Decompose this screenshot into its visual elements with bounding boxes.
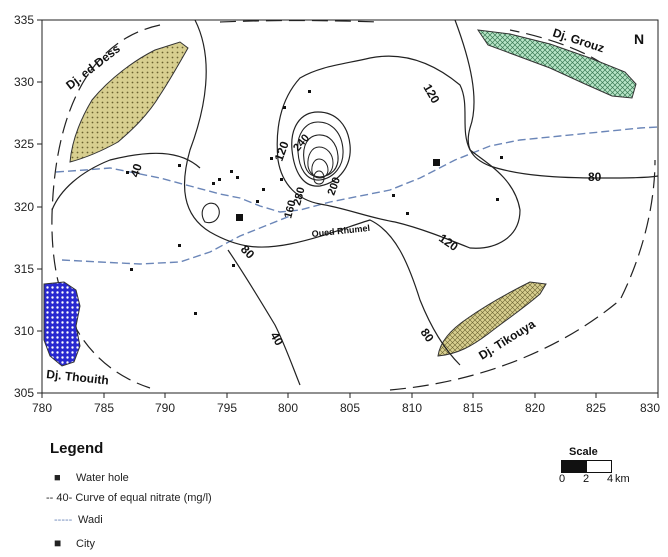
contour-small-loop xyxy=(201,202,220,224)
contour-label: 120 xyxy=(272,139,292,163)
contour-label: 40 xyxy=(267,330,286,349)
x-tick-label: 805 xyxy=(340,401,360,415)
dj-thouith-area xyxy=(43,281,81,367)
contour-label: 280 xyxy=(291,186,307,207)
y-tick-label: 315 xyxy=(14,262,34,276)
scale-title: Scale xyxy=(569,446,598,458)
contour-40-west xyxy=(51,152,201,211)
contour-label: 200 xyxy=(326,176,344,197)
contour-120-inner xyxy=(291,111,351,187)
legend-row-city: ■ City xyxy=(54,536,95,550)
y-tick-label: 320 xyxy=(14,200,34,214)
scale-label-4: 4 xyxy=(607,473,614,485)
x-tick-label: 810 xyxy=(402,401,422,415)
x-tick-label: 800 xyxy=(278,401,298,415)
legend-curve-symbol: -- 40- xyxy=(46,492,73,504)
contour-80-east xyxy=(454,19,659,179)
north-arrow: N xyxy=(634,31,644,47)
legend-row-wadi: ----- Wadi xyxy=(54,514,103,526)
contour-160 xyxy=(297,121,344,181)
contour-label: 160 xyxy=(282,199,298,220)
x-tick-label: 795 xyxy=(217,401,237,415)
dj-ed-dess-area xyxy=(69,41,189,163)
dj-tikouya-area xyxy=(437,281,547,357)
x-tick-label: 785 xyxy=(94,401,114,415)
x-tick-label: 815 xyxy=(463,401,483,415)
water-hole-icon: ■ xyxy=(54,472,61,484)
scale-label-0: 0 xyxy=(559,473,566,485)
x-tick-label: 825 xyxy=(586,401,606,415)
scale-unit: km xyxy=(615,473,630,485)
study-area-boundary xyxy=(51,19,656,391)
wadi-line-icon: ----- xyxy=(54,514,73,526)
city-icon: ■ xyxy=(54,536,62,550)
legend-curve-label: Curve of equal nitrate (mg/l) xyxy=(75,492,212,504)
y-tick-label: 330 xyxy=(14,75,34,89)
x-tick-label: 790 xyxy=(155,401,175,415)
x-tick-label: 820 xyxy=(525,401,545,415)
legend-city-label: City xyxy=(76,538,95,550)
contour-200 xyxy=(303,134,339,178)
legend-water-hole-label: Water hole xyxy=(76,472,129,484)
contour-label: 80 xyxy=(588,170,602,184)
contour-80-main xyxy=(184,19,461,366)
scale-bar-graphic xyxy=(561,460,612,473)
legend: Legend ■ Water hole -- 40- Curve of equal… xyxy=(40,440,370,557)
contour-280 xyxy=(311,158,329,179)
y-tick-label: 310 xyxy=(14,324,34,338)
scale-label-2: 2 xyxy=(583,473,590,485)
y-tick-label: 325 xyxy=(14,137,34,151)
city-marker xyxy=(433,159,440,166)
y-axis: 335 330 325 320 315 310 305 xyxy=(14,13,42,400)
x-tick-label: 830 xyxy=(640,401,660,415)
contour-label: 40 xyxy=(128,162,146,179)
x-axis: 780 785 790 795 800 805 810 815 820 825 … xyxy=(32,393,660,415)
legend-title: Legend xyxy=(50,440,104,457)
legend-wadi-label: Wadi xyxy=(78,514,103,526)
dj-grouz-area xyxy=(476,29,637,99)
city-marker xyxy=(236,214,243,221)
wadi-main xyxy=(55,126,659,213)
legend-row-water-hole: ■ Water hole xyxy=(54,472,129,484)
contour-40-south xyxy=(227,249,301,386)
scale-bar: Scale 0 2 4 km xyxy=(555,446,655,496)
contour-120-outer xyxy=(276,55,521,249)
legend-row-curve: -- 40- Curve of equal nitrate (mg/l) xyxy=(46,492,212,504)
label-dj-thouith: Dj. Thouith xyxy=(46,367,110,387)
water-holes xyxy=(126,90,503,315)
y-tick-label: 305 xyxy=(14,386,34,400)
wadi-south xyxy=(61,215,291,265)
y-tick-label: 335 xyxy=(14,13,34,27)
contour-core xyxy=(313,170,325,185)
x-tick-label: 780 xyxy=(32,401,52,415)
